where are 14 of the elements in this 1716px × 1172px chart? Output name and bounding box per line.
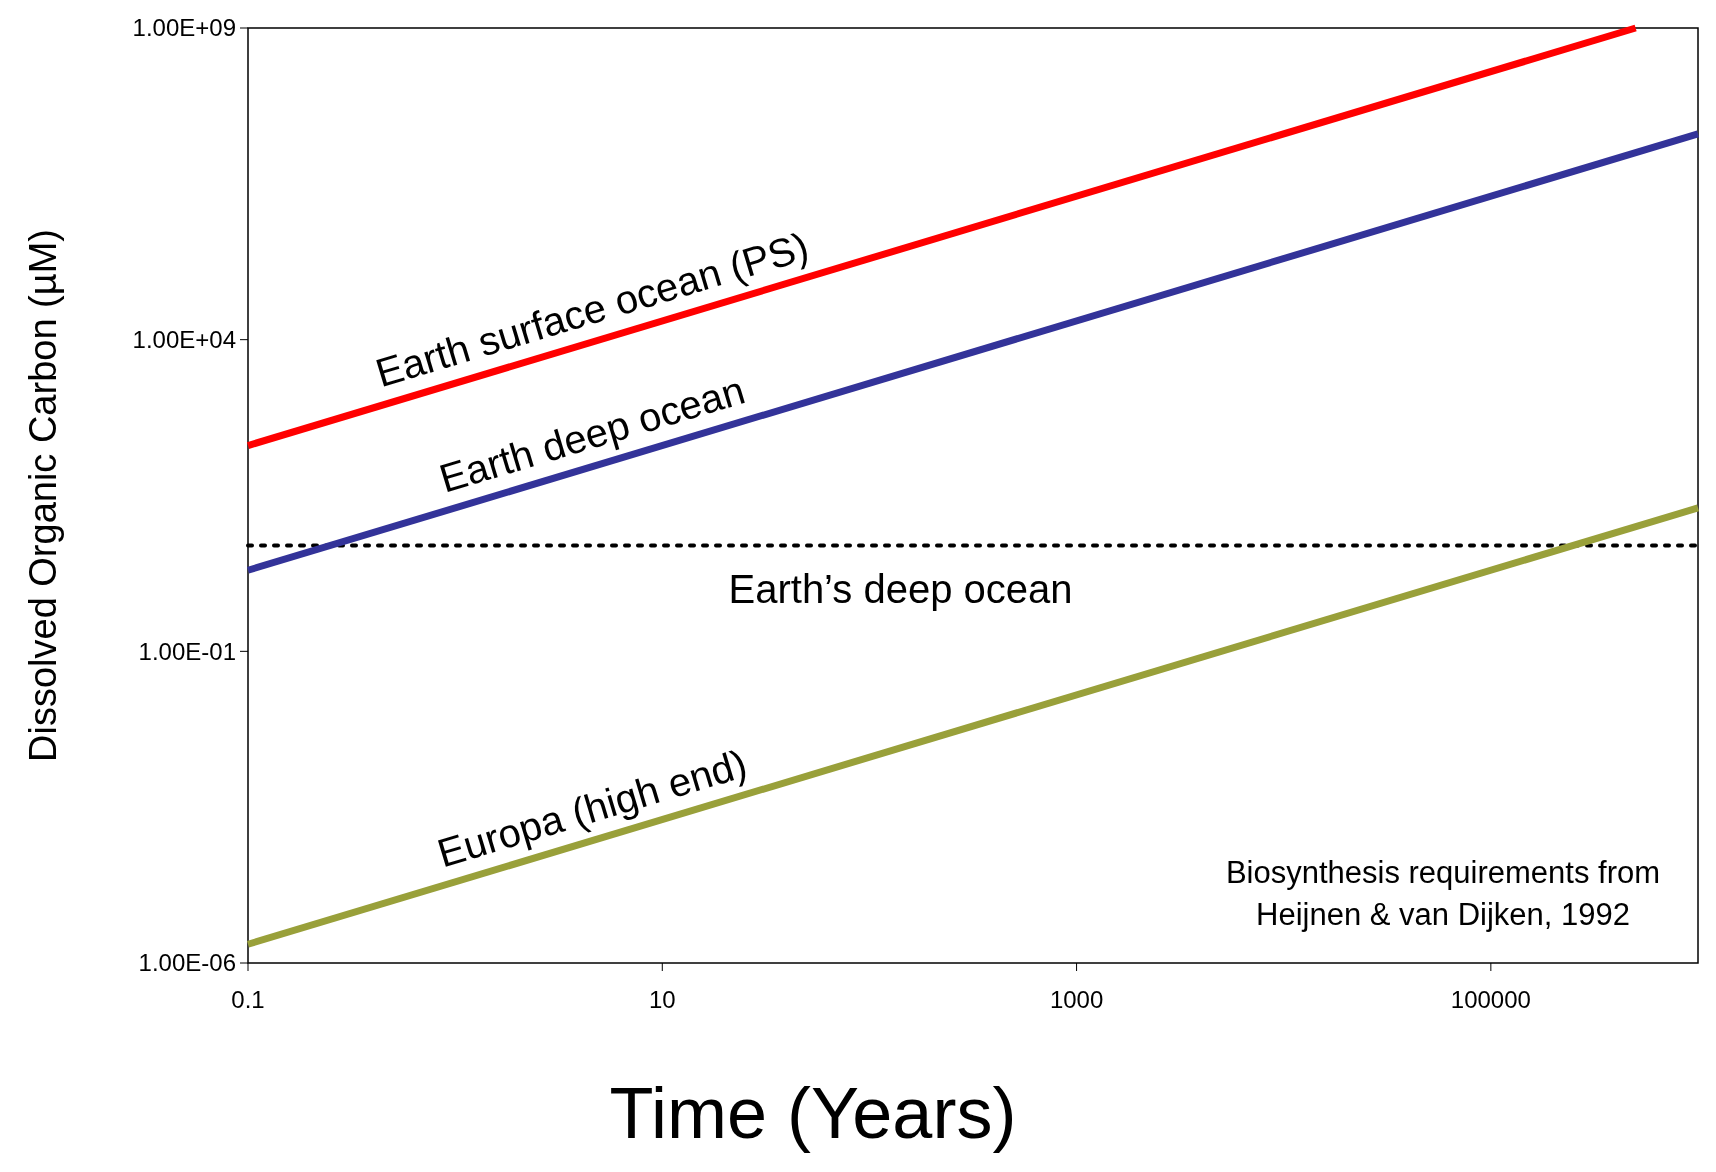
x-axis-title: Time (Years)	[609, 1073, 1017, 1153]
y-axis-title: Dissolved Organic Carbon (µM)	[22, 229, 64, 762]
x-tick-label: 10	[648, 986, 676, 1013]
y-tick-label: 1.00E-06	[138, 949, 236, 977]
y-tick-label: 1.00E-01	[138, 637, 236, 665]
text: Earth deep ocean	[434, 367, 750, 501]
y-tick-label: 1.00E+04	[132, 326, 236, 354]
x-tick-label: 1000	[1049, 986, 1104, 1013]
y-tick-label: 1.00E+09	[132, 14, 236, 42]
x-tick-label: 0.1	[231, 986, 265, 1013]
text: Europa (high end)	[432, 740, 752, 876]
x-tick-label: 100000	[1450, 986, 1531, 1013]
ref-line-label: Earth’s deep ocean	[728, 567, 1073, 612]
annotation: Biosynthesis requirements from Heijnen & van Dijken, 1992	[1225, 855, 1661, 932]
